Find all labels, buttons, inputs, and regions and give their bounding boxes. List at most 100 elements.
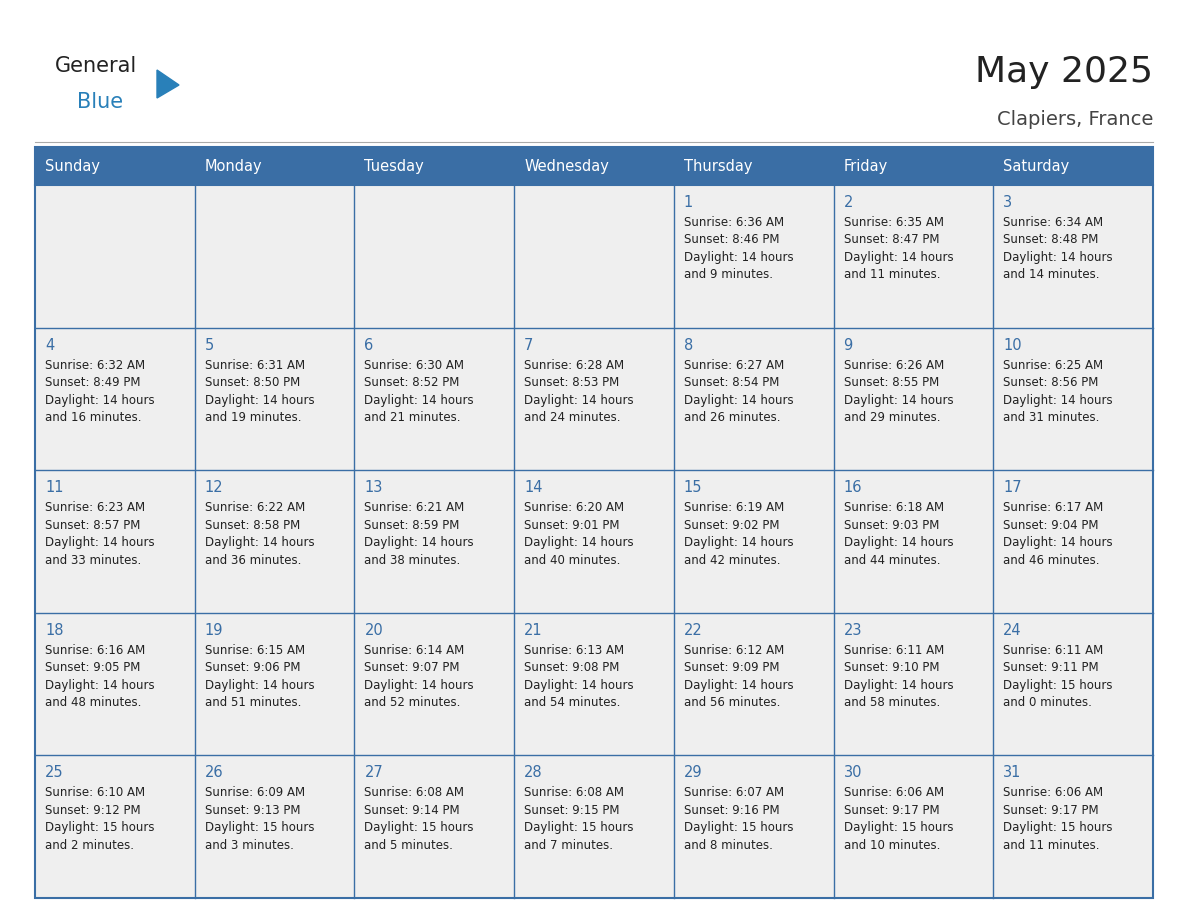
Bar — [34, 185, 195, 328]
Text: Sunrise: 6:20 AM: Sunrise: 6:20 AM — [524, 501, 624, 514]
Bar — [674, 147, 834, 185]
Bar — [834, 470, 993, 613]
Text: Sunset: 9:02 PM: Sunset: 9:02 PM — [684, 519, 779, 532]
Text: Sunset: 9:12 PM: Sunset: 9:12 PM — [45, 804, 140, 817]
Bar — [834, 756, 993, 898]
Text: and 29 minutes.: and 29 minutes. — [843, 411, 940, 424]
Text: and 54 minutes.: and 54 minutes. — [524, 696, 620, 710]
Text: Sunrise: 6:08 AM: Sunrise: 6:08 AM — [365, 787, 465, 800]
Bar — [834, 328, 993, 470]
Text: 30: 30 — [843, 766, 862, 780]
Text: Daylight: 14 hours: Daylight: 14 hours — [524, 678, 633, 692]
Text: Sunrise: 6:10 AM: Sunrise: 6:10 AM — [45, 787, 145, 800]
Text: and 24 minutes.: and 24 minutes. — [524, 411, 620, 424]
Text: Daylight: 14 hours: Daylight: 14 hours — [45, 678, 154, 692]
Text: 4: 4 — [45, 338, 55, 353]
Text: 11: 11 — [45, 480, 63, 495]
Bar — [834, 613, 993, 756]
Text: Sunrise: 6:28 AM: Sunrise: 6:28 AM — [524, 359, 624, 372]
Bar — [674, 613, 834, 756]
Text: Sunset: 9:07 PM: Sunset: 9:07 PM — [365, 661, 460, 675]
Bar — [34, 147, 195, 185]
Text: Sunset: 9:13 PM: Sunset: 9:13 PM — [204, 804, 301, 817]
Bar — [354, 185, 514, 328]
Text: General: General — [55, 56, 138, 76]
Text: Daylight: 14 hours: Daylight: 14 hours — [204, 394, 315, 407]
Text: Sunset: 9:06 PM: Sunset: 9:06 PM — [204, 661, 301, 675]
Text: Daylight: 14 hours: Daylight: 14 hours — [843, 251, 953, 264]
Text: Sunset: 8:48 PM: Sunset: 8:48 PM — [1004, 233, 1099, 247]
Text: Sunrise: 6:17 AM: Sunrise: 6:17 AM — [1004, 501, 1104, 514]
Text: and 16 minutes.: and 16 minutes. — [45, 411, 141, 424]
Text: and 19 minutes.: and 19 minutes. — [204, 411, 302, 424]
Text: 10: 10 — [1004, 338, 1022, 353]
Text: Daylight: 14 hours: Daylight: 14 hours — [843, 394, 953, 407]
Text: and 46 minutes.: and 46 minutes. — [1004, 554, 1100, 566]
Text: Sunrise: 6:12 AM: Sunrise: 6:12 AM — [684, 644, 784, 656]
Text: 27: 27 — [365, 766, 384, 780]
Text: and 48 minutes.: and 48 minutes. — [45, 696, 141, 710]
Text: Sunset: 9:11 PM: Sunset: 9:11 PM — [1004, 661, 1099, 675]
Text: Sunrise: 6:07 AM: Sunrise: 6:07 AM — [684, 787, 784, 800]
Bar — [514, 613, 674, 756]
Text: Daylight: 15 hours: Daylight: 15 hours — [204, 822, 314, 834]
Text: and 56 minutes.: and 56 minutes. — [684, 696, 781, 710]
Bar — [514, 147, 674, 185]
Text: Daylight: 14 hours: Daylight: 14 hours — [524, 394, 633, 407]
Bar — [993, 470, 1154, 613]
Text: Sunrise: 6:16 AM: Sunrise: 6:16 AM — [45, 644, 145, 656]
Text: Sunset: 8:55 PM: Sunset: 8:55 PM — [843, 376, 939, 389]
Text: Sunset: 8:47 PM: Sunset: 8:47 PM — [843, 233, 939, 247]
Text: and 26 minutes.: and 26 minutes. — [684, 411, 781, 424]
Text: and 51 minutes.: and 51 minutes. — [204, 696, 301, 710]
Text: 28: 28 — [524, 766, 543, 780]
Bar — [834, 147, 993, 185]
Text: Sunrise: 6:21 AM: Sunrise: 6:21 AM — [365, 501, 465, 514]
Text: and 8 minutes.: and 8 minutes. — [684, 839, 772, 852]
Text: Sunset: 8:53 PM: Sunset: 8:53 PM — [524, 376, 619, 389]
Text: and 0 minutes.: and 0 minutes. — [1004, 696, 1092, 710]
Text: and 21 minutes.: and 21 minutes. — [365, 411, 461, 424]
Text: Sunset: 9:16 PM: Sunset: 9:16 PM — [684, 804, 779, 817]
Text: Sunrise: 6:26 AM: Sunrise: 6:26 AM — [843, 359, 943, 372]
Text: 17: 17 — [1004, 480, 1022, 495]
Text: and 58 minutes.: and 58 minutes. — [843, 696, 940, 710]
Text: Sunset: 9:10 PM: Sunset: 9:10 PM — [843, 661, 939, 675]
Text: Thursday: Thursday — [684, 159, 752, 174]
Text: and 2 minutes.: and 2 minutes. — [45, 839, 134, 852]
Bar — [674, 185, 834, 328]
Text: Clapiers, France: Clapiers, France — [997, 110, 1154, 129]
Text: Sunrise: 6:35 AM: Sunrise: 6:35 AM — [843, 216, 943, 229]
Text: Sunset: 9:03 PM: Sunset: 9:03 PM — [843, 519, 939, 532]
Text: 23: 23 — [843, 622, 862, 638]
Text: Sunrise: 6:13 AM: Sunrise: 6:13 AM — [524, 644, 624, 656]
Text: Daylight: 14 hours: Daylight: 14 hours — [365, 394, 474, 407]
Text: Sunrise: 6:11 AM: Sunrise: 6:11 AM — [1004, 644, 1104, 656]
Text: and 40 minutes.: and 40 minutes. — [524, 554, 620, 566]
Bar — [34, 328, 195, 470]
Text: 15: 15 — [684, 480, 702, 495]
Bar — [993, 147, 1154, 185]
Text: Daylight: 15 hours: Daylight: 15 hours — [45, 822, 154, 834]
Bar — [514, 185, 674, 328]
Bar — [354, 613, 514, 756]
Text: Sunrise: 6:18 AM: Sunrise: 6:18 AM — [843, 501, 943, 514]
Text: Monday: Monday — [204, 159, 263, 174]
Text: Daylight: 14 hours: Daylight: 14 hours — [365, 536, 474, 549]
Text: and 14 minutes.: and 14 minutes. — [1004, 268, 1100, 282]
Text: and 42 minutes.: and 42 minutes. — [684, 554, 781, 566]
Text: 13: 13 — [365, 480, 383, 495]
Text: Daylight: 14 hours: Daylight: 14 hours — [1004, 394, 1113, 407]
Text: Tuesday: Tuesday — [365, 159, 424, 174]
Text: Sunset: 8:50 PM: Sunset: 8:50 PM — [204, 376, 299, 389]
Text: Sunset: 8:54 PM: Sunset: 8:54 PM — [684, 376, 779, 389]
Text: Daylight: 14 hours: Daylight: 14 hours — [684, 251, 794, 264]
Text: Sunset: 8:46 PM: Sunset: 8:46 PM — [684, 233, 779, 247]
Text: Daylight: 14 hours: Daylight: 14 hours — [684, 394, 794, 407]
Text: Sunset: 9:15 PM: Sunset: 9:15 PM — [524, 804, 620, 817]
Text: Sunrise: 6:32 AM: Sunrise: 6:32 AM — [45, 359, 145, 372]
Bar — [514, 328, 674, 470]
Bar — [354, 147, 514, 185]
Text: Sunrise: 6:34 AM: Sunrise: 6:34 AM — [1004, 216, 1104, 229]
Text: Sunset: 9:14 PM: Sunset: 9:14 PM — [365, 804, 460, 817]
